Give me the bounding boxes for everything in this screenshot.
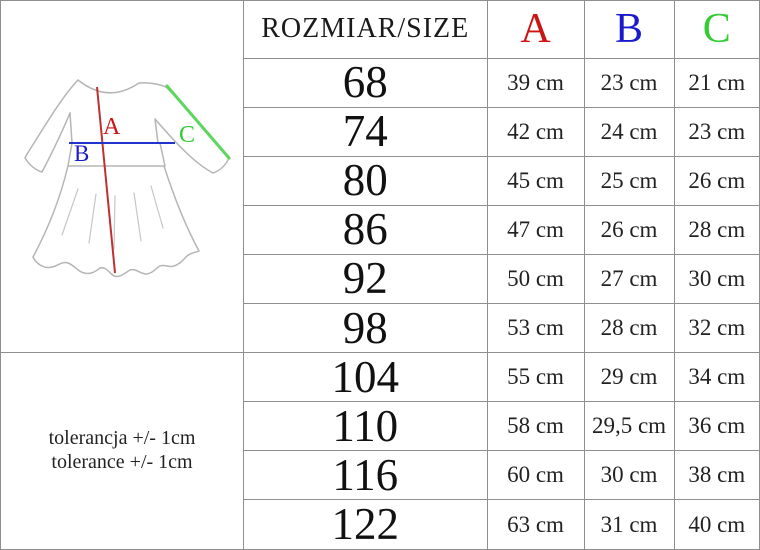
size-value: 74 bbox=[244, 106, 488, 157]
size-value: 92 bbox=[244, 253, 488, 304]
table-row: 92 50 cm 27 cm 30 cm bbox=[244, 253, 759, 304]
measure-b: 30 cm bbox=[583, 450, 675, 501]
size-value: 68 bbox=[244, 57, 488, 108]
measure-label-b: B bbox=[74, 141, 89, 166]
size-value: 98 bbox=[244, 302, 488, 354]
measure-a: 53 cm bbox=[486, 302, 585, 354]
tolerance-note: tolerancja +/- 1cm tolerance +/- 1cm bbox=[1, 353, 243, 549]
table-row: 122 63 cm 31 cm 40 cm bbox=[244, 499, 759, 549]
size-table-body: 68 39 cm 23 cm 21 cm 74 42 cm 24 cm 23 c… bbox=[244, 57, 759, 549]
dress-bodice-right bbox=[153, 118, 159, 144]
table-row: 68 39 cm 23 cm 21 cm bbox=[244, 57, 759, 108]
measure-b: 27 cm bbox=[583, 253, 675, 304]
measure-c: 21 cm bbox=[673, 57, 759, 108]
dress-figure-cell: A B C bbox=[1, 1, 243, 353]
header-size: ROZMIAR/SIZE bbox=[244, 1, 488, 59]
measure-a: 39 cm bbox=[486, 57, 585, 108]
measure-c: 38 cm bbox=[673, 450, 759, 501]
header-col-a: A bbox=[486, 1, 585, 59]
measure-b: 29 cm bbox=[583, 352, 675, 403]
size-table-header: ROZMIAR/SIZE A B C bbox=[244, 1, 759, 59]
measure-a: 55 cm bbox=[486, 352, 585, 403]
size-value: 86 bbox=[244, 204, 488, 255]
measure-line-a bbox=[95, 86, 116, 274]
size-value: 80 bbox=[244, 155, 488, 206]
table-row: 104 55 cm 29 cm 34 cm bbox=[244, 352, 759, 403]
table-row: 74 42 cm 24 cm 23 cm bbox=[244, 106, 759, 157]
size-value: 110 bbox=[244, 401, 488, 452]
dress-measurement-diagram: A B C bbox=[23, 79, 230, 278]
table-row: 98 53 cm 28 cm 32 cm bbox=[244, 302, 759, 354]
tolerance-line-en: tolerance +/- 1cm bbox=[51, 451, 193, 473]
table-row: 80 45 cm 25 cm 26 cm bbox=[244, 155, 759, 206]
measure-c: 30 cm bbox=[673, 253, 759, 304]
size-value: 104 bbox=[244, 352, 488, 403]
left-panel: A B C tolerancja +/- 1cm tolerance +/- 1… bbox=[1, 1, 244, 549]
header-row: ROZMIAR/SIZE A B C bbox=[244, 1, 759, 59]
measure-c: 28 cm bbox=[673, 204, 759, 255]
measure-label-c: C bbox=[179, 122, 195, 148]
size-table: ROZMIAR/SIZE A B C 68 39 cm 23 cm 21 cm … bbox=[244, 1, 759, 549]
measure-b: 23 cm bbox=[583, 57, 675, 108]
header-col-c: C bbox=[673, 1, 759, 59]
measure-b: 25 cm bbox=[583, 155, 675, 206]
measure-label-a: A bbox=[103, 114, 121, 140]
measure-a: 63 cm bbox=[486, 499, 585, 549]
measure-a: 45 cm bbox=[486, 155, 585, 206]
size-value: 122 bbox=[244, 499, 488, 549]
measure-b: 28 cm bbox=[583, 302, 675, 354]
dress-neckline bbox=[76, 79, 140, 94]
measure-a: 60 cm bbox=[486, 450, 585, 501]
measure-a: 42 cm bbox=[486, 106, 585, 157]
measure-b: 26 cm bbox=[583, 204, 675, 255]
dress-skirt bbox=[31, 165, 200, 278]
dress-bodice-left bbox=[68, 112, 73, 144]
measure-c: 26 cm bbox=[673, 155, 759, 206]
measure-c: 34 cm bbox=[673, 352, 759, 403]
measure-c: 23 cm bbox=[673, 106, 759, 157]
table-row: 116 60 cm 30 cm 38 cm bbox=[244, 450, 759, 501]
measure-c: 32 cm bbox=[673, 302, 759, 354]
table-row: 110 58 cm 29,5 cm 36 cm bbox=[244, 401, 759, 452]
dress-left-sleeve bbox=[23, 79, 79, 173]
measure-a: 50 cm bbox=[486, 253, 585, 304]
dress-pleat-lines bbox=[60, 185, 164, 250]
tolerance-line-pl: tolerancja +/- 1cm bbox=[48, 427, 196, 450]
measure-line-c bbox=[165, 84, 230, 160]
measure-b: 31 cm bbox=[583, 499, 675, 549]
measure-c: 36 cm bbox=[673, 401, 759, 452]
measure-b: 29,5 cm bbox=[583, 401, 675, 452]
measure-b: 24 cm bbox=[583, 106, 675, 157]
table-row: 86 47 cm 26 cm 28 cm bbox=[244, 204, 759, 255]
measure-c: 40 cm bbox=[673, 499, 759, 549]
size-value: 116 bbox=[244, 450, 488, 501]
header-col-b: B bbox=[583, 1, 675, 59]
measure-a: 58 cm bbox=[486, 401, 585, 452]
measure-a: 47 cm bbox=[486, 204, 585, 255]
